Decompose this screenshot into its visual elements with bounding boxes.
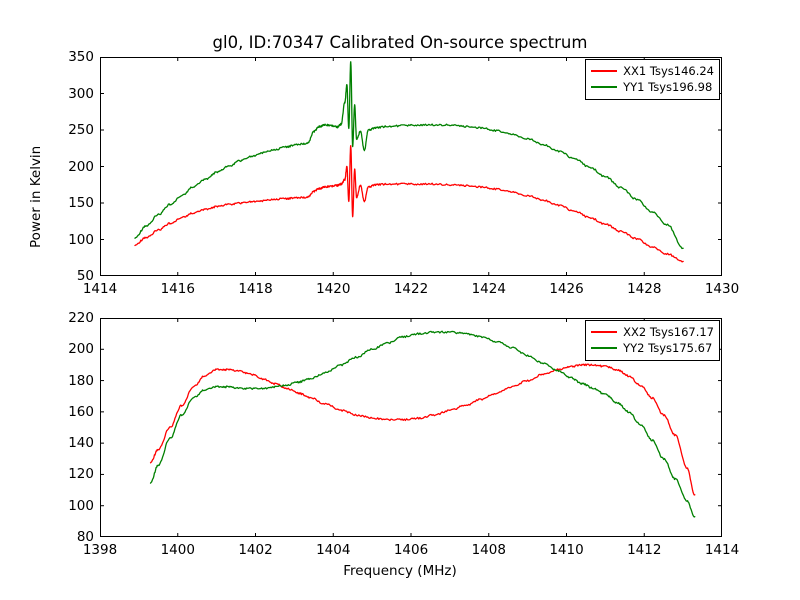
legend-entry-yy1: YY1 Tsys196.98	[591, 79, 714, 95]
y-tick-label-top-4: 250	[68, 122, 94, 138]
spectrum-curves-bottom	[100, 318, 722, 537]
legend-label-yy1: YY1 Tsys196.98	[623, 79, 713, 94]
spectrum-curves-top	[100, 57, 722, 276]
series-line	[149, 330, 696, 518]
x-tick-label-top-7: 1428	[627, 281, 662, 297]
y-tick-label-bottom-1: 100	[68, 497, 94, 514]
x-tick-label-top-3: 1420	[316, 281, 351, 297]
y-tick-label-bottom-3: 140	[68, 435, 94, 452]
series-line	[134, 145, 684, 263]
x-tick-label-bottom-2: 1402	[238, 542, 273, 558]
x-tick-label-top-8: 1430	[704, 281, 740, 297]
legend-top: XX1 Tsys146.24 YY1 Tsys196.98	[585, 59, 720, 100]
legend-line-icon-yy2	[591, 347, 618, 349]
y-tick-label-bottom-2: 120	[68, 466, 94, 483]
legend-line-icon-xx1	[591, 70, 618, 72]
x-tick-label-bottom-5: 1408	[471, 542, 506, 558]
x-tick-label-bottom-8: 1414	[704, 542, 740, 558]
x-tick-label-top-1: 1416	[160, 281, 195, 297]
legend-entry-yy2: YY2 Tsys175.67	[591, 340, 714, 356]
y-tick-label-top-3: 200	[68, 158, 94, 175]
y-tick-label-bottom-7: 220	[68, 310, 94, 326]
x-tick-label-top-2: 1418	[238, 281, 273, 297]
x-tick-label-top-6: 1426	[549, 281, 584, 297]
y-tick-label-top-1: 100	[68, 231, 94, 248]
plot-panel-bottom: XX2 Tsys167.17 YY2 Tsys175.67	[100, 318, 722, 537]
x-tick-label-bottom-4: 1406	[393, 542, 429, 558]
y-tick-label-top-2: 150	[68, 195, 94, 211]
legend-label-yy2: YY2 Tsys175.67	[623, 340, 713, 355]
x-tick-label-top-4: 1422	[393, 281, 429, 297]
y-tick-label-bottom-4: 160	[68, 403, 94, 420]
legend-bottom: XX2 Tsys167.17 YY2 Tsys175.67	[585, 320, 720, 361]
legend-line-icon-xx2	[591, 331, 618, 333]
y-tick-label-top-0: 50	[76, 268, 94, 284]
y-tick-label-top-5: 300	[68, 85, 94, 102]
plot-panel-top: XX1 Tsys146.24 YY1 Tsys196.98	[100, 57, 722, 276]
series-line	[134, 61, 684, 250]
x-axis-label-bottom: Frequency (MHz)	[343, 563, 457, 579]
y-tick-label-bottom-5: 180	[68, 372, 94, 389]
x-tick-label-bottom-6: 1410	[549, 542, 584, 558]
legend-entry-xx2: XX2 Tsys167.17	[591, 324, 714, 340]
series-line	[149, 363, 696, 496]
x-tick-label-top-0: 1414	[82, 281, 118, 297]
y-tick-label-top-6: 350	[68, 49, 94, 65]
legend-label-xx2: XX2 Tsys167.17	[623, 324, 714, 339]
page-title: gl0, ID:70347 Calibrated On-source spect…	[212, 33, 588, 52]
legend-label-xx1: XX1 Tsys146.24	[623, 63, 714, 78]
x-tick-label-top-5: 1424	[471, 281, 506, 297]
x-tick-label-bottom-3: 1404	[316, 542, 351, 558]
x-tick-label-bottom-1: 1400	[160, 542, 195, 558]
legend-entry-xx1: XX1 Tsys146.24	[591, 63, 714, 79]
x-tick-label-bottom-7: 1412	[627, 542, 662, 558]
x-tick-label-bottom-0: 1398	[82, 542, 118, 558]
legend-line-icon-yy1	[591, 86, 618, 88]
y-tick-label-bottom-6: 200	[68, 341, 94, 358]
y-tick-label-bottom-0: 80	[76, 529, 94, 545]
